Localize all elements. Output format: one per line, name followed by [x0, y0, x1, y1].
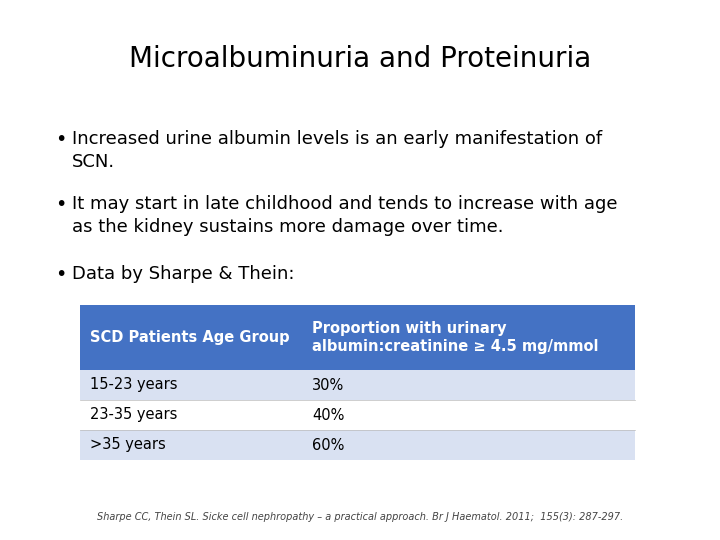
Text: •: •	[55, 195, 66, 214]
Text: 23-35 years: 23-35 years	[90, 408, 177, 422]
Text: •: •	[55, 265, 66, 284]
Text: 30%: 30%	[312, 377, 344, 393]
Text: SCD Patients Age Group: SCD Patients Age Group	[90, 330, 289, 345]
Text: >35 years: >35 years	[90, 437, 166, 453]
Text: •: •	[55, 130, 66, 149]
Text: 40%: 40%	[312, 408, 344, 422]
Text: 60%: 60%	[312, 437, 344, 453]
Text: Increased urine albumin levels is an early manifestation of
SCN.: Increased urine albumin levels is an ear…	[72, 130, 602, 171]
Text: It may start in late childhood and tends to increase with age
as the kidney sust: It may start in late childhood and tends…	[72, 195, 618, 236]
Text: Sharpe CC, Thein SL. Sicke cell nephropathy – a practical approach. Br J Haemato: Sharpe CC, Thein SL. Sicke cell nephropa…	[97, 512, 623, 522]
Text: 15-23 years: 15-23 years	[90, 377, 178, 393]
Text: Data by Sharpe & Thein:: Data by Sharpe & Thein:	[72, 265, 294, 283]
Text: Microalbuminuria and Proteinuria: Microalbuminuria and Proteinuria	[129, 45, 591, 73]
Text: Proportion with urinary
albumin:creatinine ≥ 4.5 mg/mmol: Proportion with urinary albumin:creatini…	[312, 321, 598, 354]
